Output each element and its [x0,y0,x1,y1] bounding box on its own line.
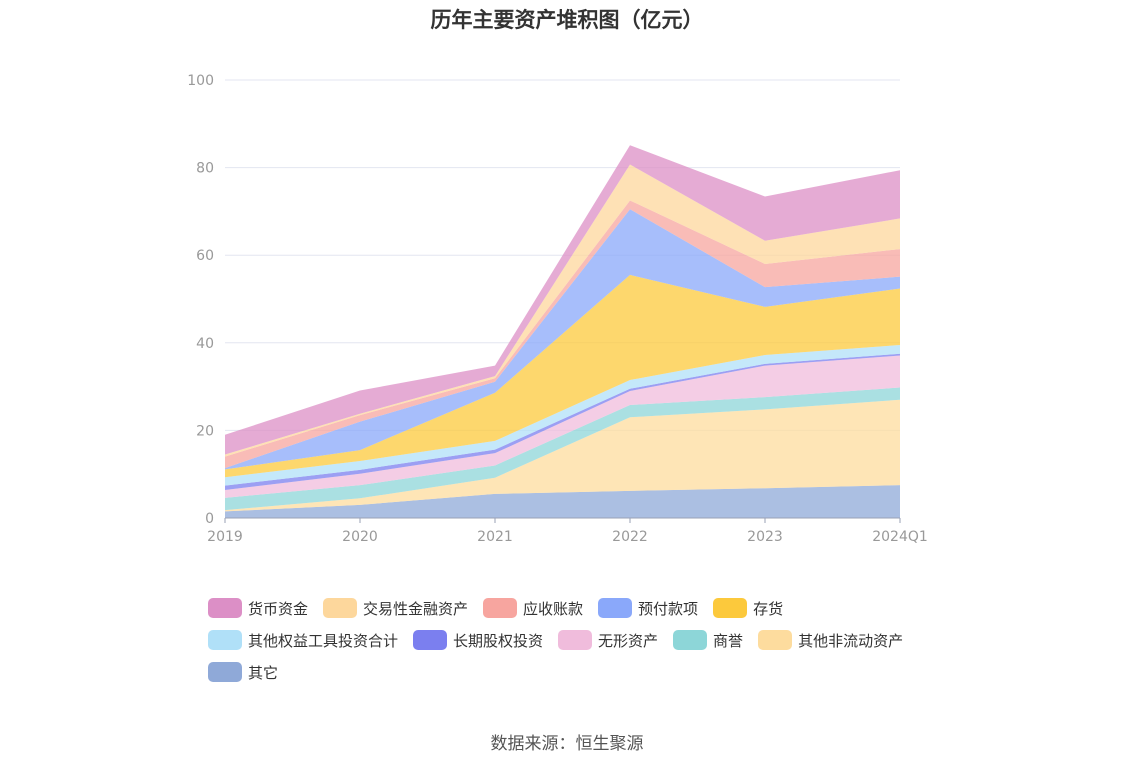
legend-swatch [673,630,708,650]
legend-swatch [483,598,518,618]
x-tick-label: 2023 [747,529,783,545]
area-series-1[interactable] [225,399,900,512]
legend-item[interactable]: 无形资产 [558,630,658,650]
x-tick-label: 2024Q1 [872,529,928,545]
y-tick-label: 0 [205,511,214,527]
legend-item[interactable]: 商誉 [673,630,743,650]
area-series-8[interactable] [225,200,900,469]
legend-label: 预付款项 [638,599,699,618]
legend-item[interactable]: 货币资金 [208,598,308,618]
area-series-10[interactable] [225,145,900,455]
area-series-6[interactable] [225,274,900,478]
area-layer [225,145,900,518]
y-tick-label: 40 [196,336,214,352]
legend-item[interactable]: 其他权益工具投资合计 [208,630,398,650]
legend-item[interactable]: 其它 [208,662,278,682]
x-tick-label: 2020 [342,529,378,545]
area-chart: 0 20 40 60 80 100 2019 2020 2021 2022 2023 2024Q1 [187,73,928,545]
legend-item[interactable]: 存货 [713,598,783,618]
legend-label: 存货 [753,599,784,618]
legend-item[interactable]: 长期股权投资 [413,630,543,650]
legend-swatch [208,630,242,650]
legend-swatch [558,630,593,650]
legend-swatch [713,598,748,618]
legend-label: 长期股权投资 [453,631,544,650]
legend-label: 货币资金 [248,599,309,618]
x-tick-label: 2019 [207,529,243,545]
area-series-2[interactable] [225,387,900,511]
source-note: 数据来源：恒生聚源 [490,734,644,754]
chart-title: 历年主要资产堆积图（亿元） [430,8,704,32]
legend-swatch [598,598,633,618]
y-tick-label: 100 [187,73,214,89]
legend-label: 其它 [248,663,279,682]
legend-item[interactable]: 交易性金融资产 [323,598,468,618]
legend-swatch [208,598,242,618]
area-series-9[interactable] [225,164,900,457]
legend-label: 商誉 [713,631,744,650]
legend-item[interactable]: 其他非流动资产 [758,630,903,650]
legend-label: 其他权益工具投资合计 [248,631,399,650]
legend-label: 其他非流动资产 [798,631,904,650]
legend-swatch [413,630,448,650]
legend-swatch [323,598,358,618]
legend-swatch [208,662,242,682]
legend-label: 无形资产 [598,631,659,650]
area-series-4[interactable] [225,353,900,490]
legend-label: 应收账款 [523,599,584,618]
legend-item[interactable]: 预付款项 [598,598,698,618]
y-tick-label: 60 [196,248,214,264]
x-tick-label: 2022 [612,529,648,545]
x-tick-label: 2021 [477,529,513,545]
axis-layer: 0 20 40 60 80 100 2019 2020 2021 2022 2023 2024Q1 [187,73,928,545]
y-tick-label: 80 [196,161,214,177]
legend-swatch [758,630,793,650]
legend: 货币资金 交易性金融资产 应收账款 预付款项 存货其他权益工具投资合计 长期股权投资 无形资… [208,598,968,682]
area-series-0[interactable] [225,485,900,518]
legend-item[interactable]: 应收账款 [483,598,583,618]
area-series-5[interactable] [225,344,900,486]
area-series-3[interactable] [225,355,900,498]
area-series-7[interactable] [225,209,900,470]
y-tick-label: 20 [196,423,214,439]
legend-label: 交易性金融资产 [363,599,469,618]
